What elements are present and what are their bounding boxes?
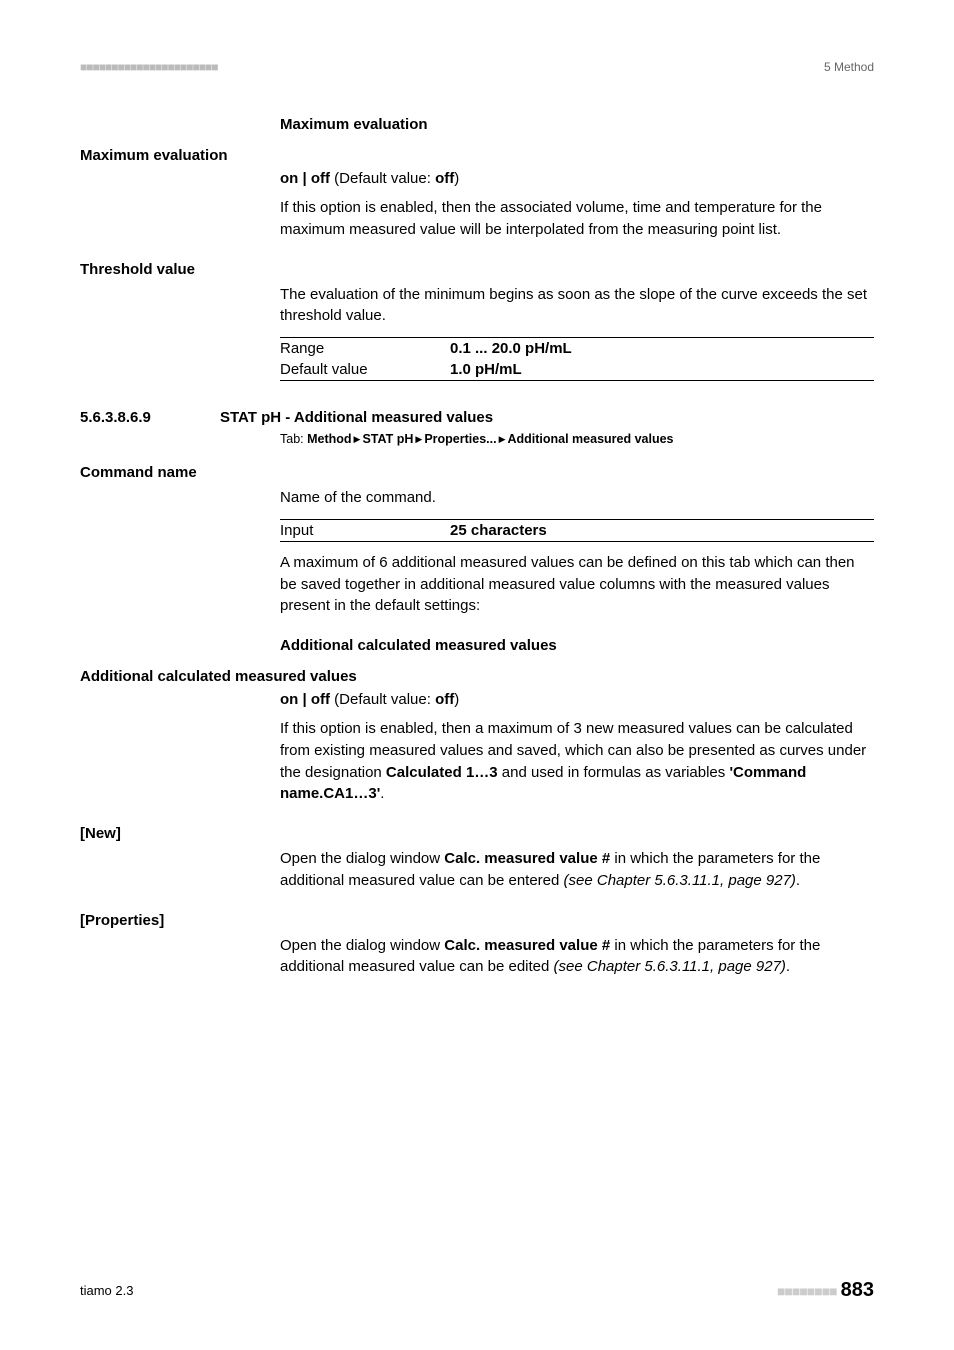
param-max-eval: Maximum evaluation on | off (Default val… (80, 147, 874, 241)
tab-part-2: Properties... (424, 432, 496, 446)
header-chapter: 5 Method (824, 60, 874, 74)
header-marks-left: ■■■■■■■■■■■■■■■■■■■■■■ (80, 60, 217, 74)
desc-new-end: . (796, 872, 800, 889)
onoff-max-eval: on | off (Default value: off) (280, 170, 874, 187)
row-default: Default value 1.0 pH/mL (280, 359, 874, 380)
triangle-icon: ▶ (499, 434, 506, 445)
tab-breadcrumb: Tab: Method▶STAT pH▶Properties...▶Additi… (280, 432, 874, 446)
desc-addcalc-end: . (380, 785, 384, 802)
tab-prefix: Tab: (280, 432, 307, 446)
param-threshold: Threshold value The evaluation of the mi… (80, 261, 874, 382)
page-header: ■■■■■■■■■■■■■■■■■■■■■■ 5 Method (80, 60, 874, 74)
desc-addcalc-b1: Calculated 1…3 (386, 764, 498, 781)
footer-marks: ■■■■■■■■ (777, 1283, 837, 1299)
desc-new-it: (see Chapter 5.6.3.11.1, page 927) (564, 872, 796, 889)
input-val: 25 characters (450, 522, 547, 539)
row-range: Range 0.1 ... 20.0 pH/mL (280, 338, 874, 359)
subsection-number: 5.6.3.8.6.9 (80, 409, 220, 426)
desc-new: Open the dialog window Calc. measured va… (280, 848, 874, 892)
desc-addcalc: If this option is enabled, then a maximu… (280, 718, 874, 805)
param-label-cmd: Command name (80, 464, 874, 481)
onoff-mid: (Default value: (330, 170, 435, 187)
footer-product: tiamo 2.3 (80, 1283, 133, 1298)
onoff-options-2: on | off (280, 691, 330, 708)
default-val: 1.0 pH/mL (450, 361, 522, 378)
section-heading-max-eval: Maximum evaluation (280, 116, 874, 133)
param-label-props: [Properties] (80, 912, 874, 929)
param-command-name: Command name Name of the command. Input … (80, 464, 874, 617)
param-label-new: [New] (80, 825, 874, 842)
param-addcalc: Additional calculated measured values on… (80, 668, 874, 805)
tab-part-1: STAT pH (362, 432, 413, 446)
onoff-default-2: off (435, 691, 454, 708)
default-key: Default value (280, 361, 450, 378)
desc-cmd1: Name of the command. (280, 487, 874, 509)
triangle-icon: ▶ (415, 434, 422, 445)
param-new: [New] Open the dialog window Calc. measu… (80, 825, 874, 892)
tab-part-0: Method (307, 432, 351, 446)
param-label-threshold: Threshold value (80, 261, 874, 278)
tab-part-3: Additional measured values (507, 432, 673, 446)
onoff-default: off (435, 170, 454, 187)
table-threshold: Range 0.1 ... 20.0 pH/mL Default value 1… (280, 337, 874, 381)
range-key: Range (280, 340, 450, 357)
desc-props-pre: Open the dialog window (280, 937, 444, 954)
subsection-header: 5.6.3.8.6.9 STAT pH - Additional measure… (80, 409, 874, 426)
onoff-mid-2: (Default value: (330, 691, 435, 708)
desc-new-pre: Open the dialog window (280, 850, 444, 867)
param-properties: [Properties] Open the dialog window Calc… (80, 912, 874, 979)
range-val: 0.1 ... 20.0 pH/mL (450, 340, 572, 357)
desc-props: Open the dialog window Calc. measured va… (280, 935, 874, 979)
desc-props-it: (see Chapter 5.6.3.11.1, page 927) (554, 958, 786, 975)
desc-new-b: Calc. measured value # (444, 850, 610, 867)
desc-props-end: . (786, 958, 790, 975)
desc-addcalc-mid: and used in formulas as variables (498, 764, 730, 781)
onoff-suffix-2: ) (454, 691, 459, 708)
section-heading-addcalc: Additional calculated measured values (280, 637, 874, 654)
onoff-suffix: ) (454, 170, 459, 187)
param-label-max-eval: Maximum evaluation (80, 147, 874, 164)
subsection-title: STAT pH - Additional measured values (220, 409, 493, 426)
page-footer: tiamo 2.3 ■■■■■■■■883 (80, 1279, 874, 1302)
desc-max-eval: If this option is enabled, then the asso… (280, 197, 874, 241)
desc-threshold: The evaluation of the minimum begins as … (280, 284, 874, 328)
param-label-addcalc: Additional calculated measured values (80, 668, 874, 685)
table-cmd-input: Input 25 characters (280, 519, 874, 542)
onoff-options: on | off (280, 170, 330, 187)
footer-right: ■■■■■■■■883 (777, 1279, 874, 1302)
row-input: Input 25 characters (280, 520, 874, 541)
desc-props-b: Calc. measured value # (444, 937, 610, 954)
triangle-icon: ▶ (354, 434, 361, 445)
page-number: 883 (841, 1279, 874, 1301)
input-key: Input (280, 522, 450, 539)
onoff-addcalc: on | off (Default value: off) (280, 691, 874, 708)
desc-cmd2: A maximum of 6 additional measured value… (280, 552, 874, 617)
